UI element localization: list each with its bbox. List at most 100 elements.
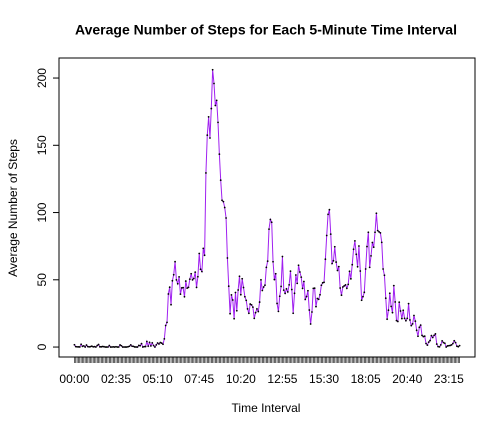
data-point — [172, 273, 175, 276]
data-point — [254, 311, 257, 314]
data-point — [233, 317, 236, 320]
data-point — [105, 346, 108, 348]
data-point — [355, 253, 358, 256]
data-point — [366, 245, 368, 248]
data-point — [100, 345, 103, 348]
data-point — [430, 334, 433, 337]
x-tick-label: 15:30 — [309, 372, 339, 386]
x-axis-title: Time Interval — [232, 401, 301, 415]
data-point — [344, 283, 347, 286]
data-point — [94, 346, 97, 348]
data-point — [77, 345, 80, 348]
data-point — [256, 307, 258, 310]
data-point — [282, 289, 285, 291]
data-point — [108, 344, 111, 347]
data-point — [343, 285, 346, 287]
data-point — [337, 265, 340, 268]
data-point — [258, 301, 261, 303]
data-point — [434, 333, 437, 335]
data-point — [407, 302, 410, 305]
data-point — [301, 287, 304, 290]
data-point — [419, 324, 422, 327]
data-point — [374, 231, 376, 234]
data-point — [152, 344, 155, 347]
data-point — [293, 292, 296, 295]
data-point — [167, 293, 170, 295]
y-tick-label: 0 — [35, 343, 49, 350]
data-point — [183, 295, 186, 298]
data-point — [230, 294, 233, 296]
data-point — [235, 309, 238, 312]
data-point — [362, 295, 364, 298]
data-point — [450, 344, 453, 346]
data-point — [273, 278, 276, 281]
data-point — [270, 221, 273, 224]
data-point — [198, 252, 201, 255]
data-point — [406, 317, 409, 320]
data-point — [292, 312, 295, 315]
data-point — [186, 287, 189, 290]
data-point — [375, 212, 378, 215]
data-point — [298, 271, 301, 273]
data-point — [378, 231, 380, 233]
data-point — [234, 291, 237, 294]
data-point — [451, 342, 454, 345]
data-point — [351, 263, 354, 266]
x-tick-label: 18:05 — [351, 372, 381, 386]
data-point — [380, 241, 383, 244]
data-point — [218, 153, 221, 156]
data-point — [191, 279, 194, 281]
data-point — [260, 278, 262, 281]
data-point — [441, 339, 444, 342]
data-point — [225, 217, 227, 219]
data-point — [453, 339, 456, 342]
data-point — [249, 303, 252, 305]
data-point — [421, 334, 423, 337]
data-point — [340, 294, 343, 297]
data-point — [311, 311, 313, 313]
data-point — [115, 345, 117, 348]
data-point — [446, 345, 449, 347]
data-point — [231, 299, 234, 301]
data-point — [162, 343, 164, 346]
data-point — [238, 275, 241, 278]
data-point — [336, 269, 339, 272]
data-point — [131, 345, 134, 348]
data-point — [150, 345, 152, 347]
data-point — [354, 239, 356, 242]
data-point — [217, 121, 219, 124]
data-point — [128, 345, 131, 348]
data-point — [280, 285, 282, 288]
data-point — [286, 291, 289, 293]
data-point — [309, 323, 312, 325]
data-point — [392, 284, 395, 287]
data-point — [229, 312, 231, 315]
data-point — [367, 231, 370, 234]
data-point — [112, 345, 115, 348]
x-tick-label: 02:35 — [101, 372, 131, 386]
data-point — [426, 344, 429, 346]
data-point — [391, 311, 394, 314]
data-point — [210, 107, 213, 110]
data-point — [97, 343, 100, 346]
data-point — [247, 312, 250, 315]
data-point — [264, 284, 266, 287]
x-tick-label: 00:00 — [59, 372, 89, 386]
data-point — [151, 341, 154, 344]
data-point — [202, 247, 205, 250]
data-point — [156, 342, 159, 344]
data-point — [308, 309, 311, 311]
data-point — [123, 346, 125, 348]
data-point — [423, 335, 426, 338]
data-point — [261, 289, 264, 292]
data-point — [182, 286, 185, 289]
data-point — [371, 241, 374, 244]
data-point — [305, 295, 308, 298]
data-point — [372, 246, 375, 249]
data-point — [296, 282, 299, 285]
data-point — [265, 266, 268, 269]
data-point — [135, 346, 138, 348]
data-point — [219, 179, 222, 182]
data-point — [329, 233, 332, 236]
data-point — [327, 213, 329, 216]
